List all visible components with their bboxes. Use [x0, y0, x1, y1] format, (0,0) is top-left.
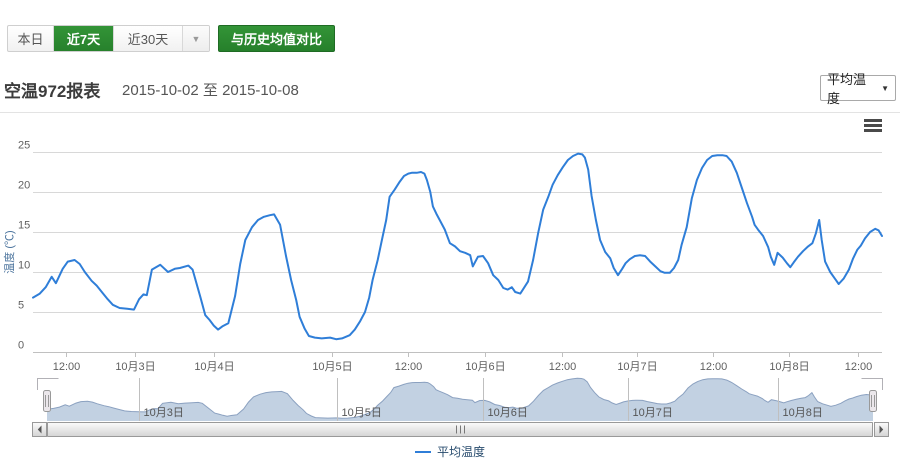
caret-down-icon: ▼ [191, 33, 201, 44]
y-axis-title: 温度 (℃) [2, 230, 16, 273]
range-dropdown-button[interactable]: ▼ [183, 26, 209, 51]
y-axis-label: 20 [18, 180, 30, 192]
navigator-axis-label: 10月5日 [342, 407, 382, 419]
x-axis-label: 10月4日 [194, 361, 234, 373]
metric-select[interactable]: 平均温度 ▼ [820, 72, 896, 106]
navigator-line [46, 377, 874, 419]
y-axis-label: 25 [18, 140, 30, 152]
navigator-outline-left [37, 378, 59, 390]
menu-bar [864, 129, 882, 132]
navigator-axis-label: 10月3日 [144, 407, 184, 419]
legend-line-marker [414, 450, 431, 453]
menu-bar [864, 119, 882, 122]
x-axis-label: 12:00 [53, 361, 81, 373]
range-selector-group: 本日 近7天 近30天 ▼ [7, 25, 210, 52]
range-button-today[interactable]: 本日 [8, 26, 54, 51]
legend-item-label: 平均温度 [436, 445, 485, 459]
navigator-left-handle[interactable] [43, 390, 51, 412]
x-axis-label: 10月7日 [617, 361, 657, 373]
navigator-outline-right [861, 378, 883, 390]
x-axis-label: 12:00 [700, 361, 728, 373]
x-axis-label: 10月8日 [769, 361, 809, 373]
compare-history-button[interactable]: 与历史均值对比 [218, 25, 335, 52]
main-series-line [32, 152, 883, 341]
x-axis-label: 10月6日 [465, 361, 505, 373]
y-axis-label: 15 [18, 220, 30, 232]
date-range-label: 2015-10-02 至 2015-10-08 [122, 82, 299, 99]
x-axis-label: 12:00 [395, 361, 423, 373]
chart-menu-icon[interactable] [864, 119, 882, 134]
page-title: 空温972报表 [4, 82, 101, 101]
navigator-axis-label: 10月7日 [633, 407, 673, 419]
navigator-axis-label: 10月6日 [488, 407, 528, 419]
y-axis-label: 5 [18, 300, 24, 312]
metric-select-value: 平均温度 [827, 72, 867, 106]
caret-down-icon: ▼ [881, 83, 889, 93]
scrollbar-left-arrow-icon [37, 425, 42, 434]
x-axis-label: 10月3日 [115, 361, 155, 373]
y-axis-label: 0 [18, 340, 24, 352]
navigator-area[interactable] [47, 378, 873, 421]
navigator-axis-label: 10月8日 [783, 407, 823, 419]
x-axis-label: 12:00 [549, 361, 577, 373]
temperature-chart: 0 5 10 15 20 25 温度 (℃) 12:00 10月3日 10月4日 10月5日 12:0… [2, 140, 889, 437]
scrollbar-right-arrow-icon [879, 425, 884, 434]
navigator-right-handle[interactable] [869, 390, 877, 412]
x-axis-label: 12:00 [845, 361, 873, 373]
header-divider [0, 112, 900, 113]
range-button-30days[interactable]: 近30天 [114, 26, 183, 51]
y-axis-label: 10 [18, 260, 30, 272]
menu-bar [864, 124, 882, 127]
range-button-7days[interactable]: 近7天 [54, 26, 114, 51]
x-axis-label: 10月5日 [312, 361, 352, 373]
chart-legend[interactable]: 平均温度 [0, 443, 900, 460]
